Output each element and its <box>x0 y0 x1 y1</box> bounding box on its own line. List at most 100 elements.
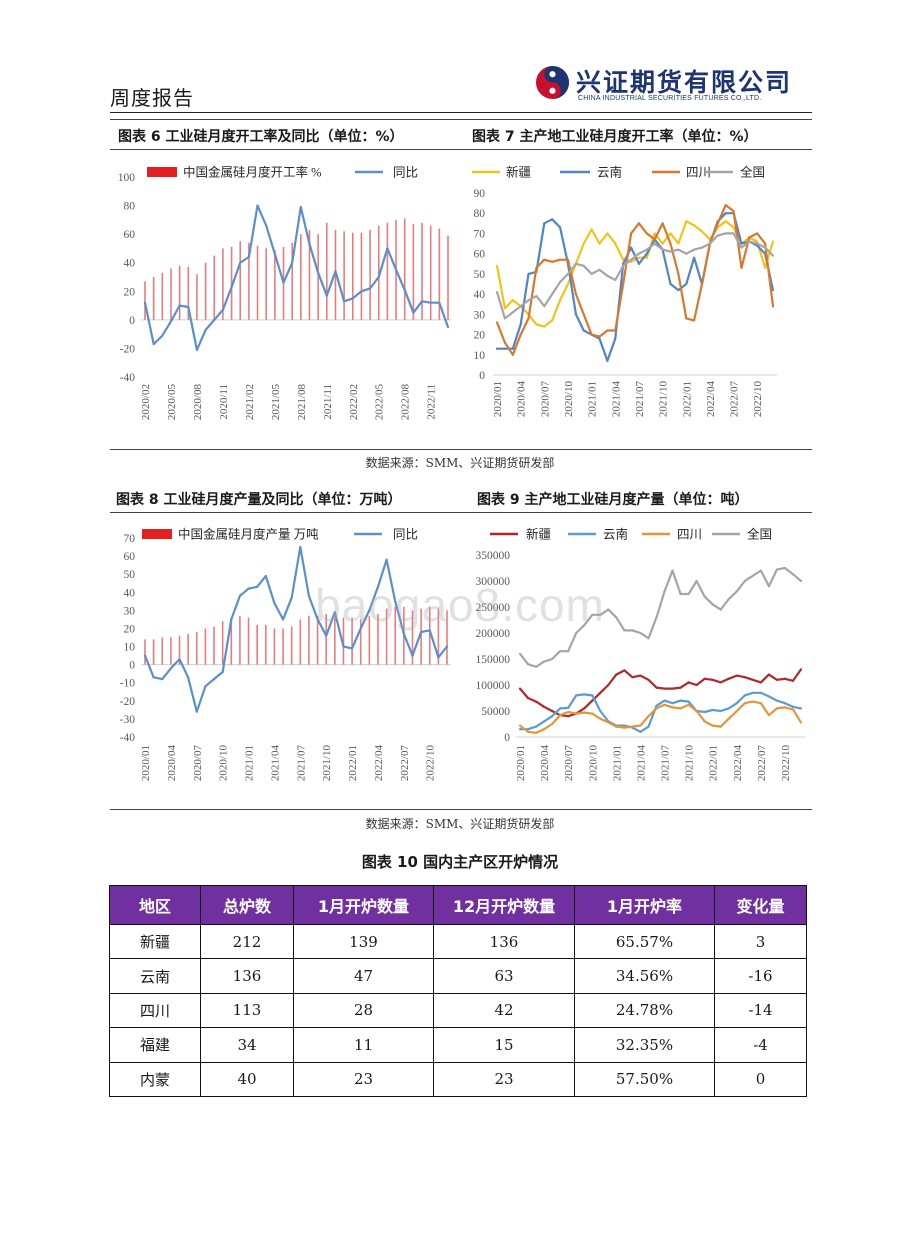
line-point <box>566 258 570 261</box>
x-tick-label: 2020/07 <box>192 745 204 782</box>
y-tick-label: 70 <box>474 228 486 240</box>
line-point <box>679 592 682 596</box>
line-point <box>574 293 577 296</box>
line-point <box>671 687 674 690</box>
table-cell: 24.78% <box>574 992 715 1029</box>
line-point <box>783 706 787 709</box>
line-point <box>598 268 601 271</box>
x-tick-label: 2021/04 <box>269 745 281 782</box>
line-point <box>623 726 626 729</box>
line-point <box>583 693 586 696</box>
x-tick-label: 2021/10 <box>321 745 333 782</box>
x-tick-label: 2022/02 <box>348 384 360 420</box>
x-tick-label: 2022/11 <box>426 384 438 420</box>
line-point <box>386 247 389 250</box>
line-point <box>567 706 570 709</box>
source-note: 数据来源：SMM、兴证期货研发部 <box>365 456 555 470</box>
line-point <box>639 724 642 727</box>
line-point <box>518 728 522 731</box>
line-point <box>527 272 530 275</box>
line-point <box>558 299 562 302</box>
line-point <box>711 724 714 727</box>
line-point <box>394 600 397 603</box>
line-point <box>607 608 610 611</box>
line-point <box>350 647 354 650</box>
line-point <box>645 256 648 259</box>
line-point <box>178 658 181 661</box>
column-header: 1月开炉数量 <box>293 885 434 925</box>
line-point <box>551 722 554 726</box>
line-point <box>700 246 704 249</box>
line-point <box>669 242 672 245</box>
line-point <box>503 347 506 350</box>
line-point <box>559 714 562 717</box>
line-point <box>740 246 743 249</box>
series-line <box>519 668 802 718</box>
line-point <box>719 608 722 611</box>
line-point <box>281 618 285 621</box>
figure-7-title: 图表 7 主产地工业硅月度开工率（单位：%） <box>472 129 758 145</box>
y-tick-label: -30 <box>120 714 136 726</box>
table-row: 四川 113 28 42 24.78% -14 <box>109 992 807 1029</box>
line-point <box>178 304 181 307</box>
line-point <box>751 678 754 681</box>
line-point <box>558 280 562 284</box>
line-point <box>583 711 586 714</box>
y-tick-label: 50 <box>124 569 136 581</box>
company-logo-icon <box>535 65 570 100</box>
column-header: 1月开炉率 <box>574 885 715 925</box>
line-point <box>187 305 190 309</box>
line-point <box>775 568 779 571</box>
y-tick-label: 40 <box>124 258 136 270</box>
line-point <box>316 618 319 621</box>
line-point <box>376 585 380 588</box>
company-name-en: CHINA INDUSTRIAL SECURITIES FUTURES CO.,… <box>578 95 762 102</box>
line-point <box>511 311 514 314</box>
line-point <box>582 242 585 245</box>
figure-6-title: 图表 6 工业硅月度开工率及同比（单位：%） <box>118 129 404 145</box>
x-tick-label: 2021/04 <box>610 381 622 418</box>
legend-label: 同比 <box>393 528 418 542</box>
line-point <box>152 343 155 346</box>
line-point <box>655 704 658 707</box>
line-point <box>591 613 594 616</box>
table-cell: 23 <box>433 1061 575 1097</box>
line-point <box>743 579 746 583</box>
line-point <box>703 595 706 598</box>
line-point <box>764 266 767 269</box>
line-point <box>230 618 233 621</box>
table-row: 福建 34 11 15 32.35% -4 <box>109 1027 807 1063</box>
line-point <box>535 266 538 269</box>
figure-8-title: 图表 8 工业硅月度产量及同比（单位：万吨） <box>116 492 402 508</box>
y-tick-label: 10 <box>124 642 136 654</box>
line-point <box>693 224 696 227</box>
legend-label: 云南 <box>603 527 628 542</box>
line-point <box>256 204 259 207</box>
report-title: 周度报告 <box>110 86 194 110</box>
y-tick-label: 90 <box>474 188 486 200</box>
line-point <box>669 282 672 286</box>
line-point <box>783 566 787 570</box>
line-point <box>724 220 727 223</box>
line-point <box>606 359 609 362</box>
figure-7-chart: 90 80 70 60 50 40 30 20 10 0 2020/01 2020/04 2020/07… <box>472 165 777 418</box>
line-point <box>653 238 656 241</box>
y-tick-label: 0 <box>129 315 135 327</box>
line-point <box>631 676 634 679</box>
line-point <box>685 317 688 320</box>
line-point <box>663 699 666 702</box>
line-point <box>420 300 424 303</box>
line-point <box>187 676 190 679</box>
x-tick-label: 2022/10 <box>425 745 437 782</box>
line-point <box>590 228 593 231</box>
line-point <box>645 248 648 251</box>
line-point <box>511 299 514 302</box>
line-point <box>724 212 727 215</box>
y-tick-label: 20 <box>124 623 136 635</box>
x-tick-label: 2021/05 <box>270 384 282 421</box>
line-point <box>647 725 650 728</box>
y-tick-label: 40 <box>124 587 136 599</box>
line-point <box>534 731 538 734</box>
line-point <box>526 663 530 666</box>
